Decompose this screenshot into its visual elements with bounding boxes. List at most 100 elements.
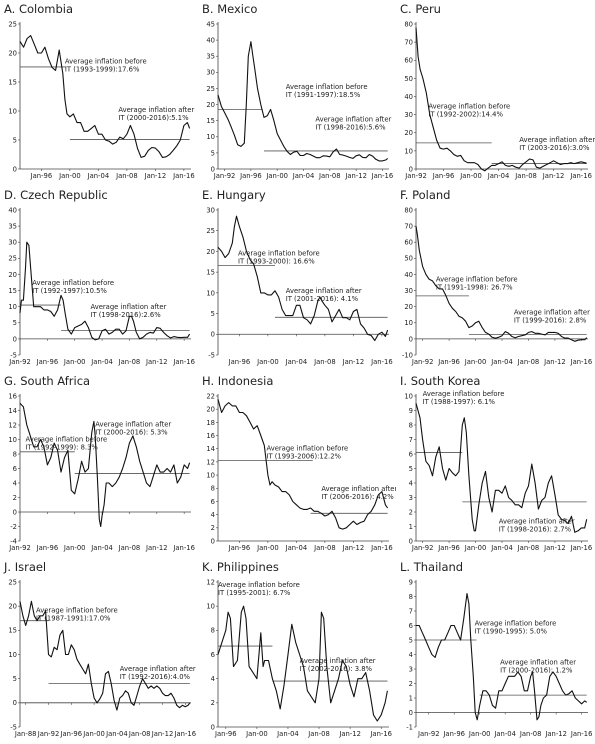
- y-tick-label: 7: [409, 607, 413, 615]
- chart-panel-mexico: B. Mexico 0 5 10 15 20 25 30 35 40 45 Jan-92 Jan-96 J…: [198, 0, 396, 186]
- y-tick-label: 25: [8, 20, 17, 28]
- y-tick-label: 20: [404, 303, 413, 311]
- x-tick-label: Jan-04: [285, 544, 308, 552]
- annotation-after: Average inflation after IT (2001-2016): 4…: [286, 287, 362, 303]
- y-tick-label: 10: [8, 303, 17, 311]
- y-tick-label: 70: [404, 39, 413, 47]
- annotation-line: Average inflation before: [65, 57, 147, 65]
- y-tick-label: 20: [8, 49, 17, 57]
- x-tick-label: Jan-04: [490, 544, 513, 552]
- x-tick-label: Jan-88: [14, 730, 37, 738]
- x-tick-label: Jan-12: [543, 358, 566, 366]
- x-tick-label: Jan-92: [8, 358, 31, 366]
- x-tick-label: Jan-92: [411, 358, 434, 366]
- x-tick-label: Jan-12: [342, 544, 365, 552]
- y-tick-label: 0: [409, 335, 413, 343]
- x-tick-label: Jan-12: [542, 172, 565, 180]
- y-tick-label: -5: [208, 351, 215, 359]
- y-tick-label: 2: [211, 524, 215, 532]
- x-tick-label: Jan-08: [128, 730, 151, 738]
- y-tick-label: 35: [206, 53, 215, 61]
- y-tick-label: 50: [404, 255, 413, 263]
- chart-panel-philippines: K. Philippines 0 2 4 6 8 10 12 Jan-96 Jan-00 Jan-0…: [198, 558, 396, 744]
- y-tick-label: -4: [10, 537, 17, 545]
- x-tick-label: Jan-00: [468, 730, 491, 738]
- x-tick-label: Jan-16: [174, 730, 197, 738]
- y-tick-label: 0: [211, 331, 215, 339]
- x-tick-label: Jan-16: [570, 730, 593, 738]
- y-tick-label: -5: [10, 351, 17, 359]
- inflation-series-line: [19, 241, 191, 341]
- y-tick-label: -10: [402, 351, 413, 359]
- x-tick-label: Jan-92: [404, 172, 427, 180]
- annotation-line: Average inflation after: [519, 136, 595, 144]
- x-tick-label: Jan-04: [105, 730, 128, 738]
- annotation-before: Average inflation before IT (1991-1998): …: [436, 276, 518, 292]
- y-tick-label: 35: [8, 223, 17, 231]
- chart-panel-peru: C. Peru 0 10 20 30 40 50 60 70 80 Jan-92 Jan-96 Jan-…: [396, 0, 595, 186]
- y-tick-label: 5: [409, 465, 413, 473]
- y-tick-label: 1: [409, 523, 413, 531]
- y-tick-label: 4: [13, 479, 17, 487]
- chart-svg: C. Peru 0 10 20 30 40 50 60 70 80 Jan-92 Jan-96 Jan-…: [400, 2, 595, 180]
- y-tick-label: 22: [206, 392, 215, 400]
- chart-title: J. Israel: [3, 560, 46, 574]
- y-tick-label: 0: [13, 335, 17, 343]
- chart-svg: E. Hungary -5 0 5 10 15 20 25 30 Jan-96 Jan-00 Jan-…: [202, 188, 393, 366]
- x-tick-label: Jan-96: [228, 544, 251, 552]
- y-tick-label: 3: [409, 494, 413, 502]
- annotation-line: IT (1992-1999): 8.3%: [25, 444, 98, 452]
- inflation-series-line: [19, 35, 191, 158]
- inflation-series-line: [415, 27, 587, 172]
- x-tick-label: Jan-00: [256, 544, 279, 552]
- y-tick-label: 1: [409, 694, 413, 702]
- y-tick-label: -5: [10, 723, 17, 731]
- y-tick-label: 10: [404, 319, 413, 327]
- y-tick-label: 6: [211, 498, 215, 506]
- y-tick-label: 2: [409, 508, 413, 516]
- y-tick-label: 6: [211, 651, 215, 659]
- annotation-line: Average inflation before: [266, 445, 348, 453]
- chart-title: G. South Africa: [4, 374, 90, 388]
- annotation-line: IT (1998-2016): 2.7%: [499, 526, 572, 534]
- x-tick-label: Jan-16: [172, 172, 195, 180]
- x-tick-label: Jan-04: [285, 358, 308, 366]
- annotation-line: IT (1990-1995): 5.0%: [475, 628, 548, 636]
- x-tick-label: Jan-96: [437, 358, 460, 366]
- chart-svg: I. South Korea 0 1 2 3 4 5 6 7 8 9 10 Jan-92 Jan-96 Ja…: [400, 374, 592, 552]
- y-tick-label: 30: [206, 69, 215, 77]
- y-tick-label: 20: [8, 271, 17, 279]
- annotation-before: Average inflation before IT (1991-1997):1…: [286, 83, 368, 99]
- annotation-line: Average inflation before: [36, 606, 118, 614]
- annotation-after: Average inflation after IT (2002-2016): 3…: [300, 657, 376, 673]
- annotation-line: Average inflation before: [475, 620, 557, 628]
- chart-svg: D. Czech Republic -5 0 5 10 15 20 25 30 35 40 Jan-9…: [4, 188, 195, 366]
- annotation-line: IT (1995-2001): 6.7%: [218, 589, 291, 597]
- y-tick-label: 4: [409, 651, 413, 659]
- x-tick-label: Jan-08: [517, 544, 540, 552]
- y-tick-label: 20: [206, 101, 215, 109]
- y-tick-label: 8: [13, 450, 17, 458]
- x-tick-label: Jan-96: [228, 358, 251, 366]
- x-tick-label: Jan-12: [144, 172, 167, 180]
- annotation-before: Average inflation before IT (1992-1997):1…: [32, 279, 114, 295]
- y-tick-label: 12: [206, 578, 215, 586]
- y-tick-label: 0: [211, 723, 215, 731]
- y-tick-label: 7: [409, 436, 413, 444]
- chart-panel-czech-republic: D. Czech Republic -5 0 5 10 15 20 25 30 35 40 Jan-9…: [0, 186, 198, 372]
- chart-panel-thailand: L. Thailand -1 0 1 2 3 4 5 6 7 8 9 Jan-92 Jan-96 Jan-0…: [396, 558, 595, 744]
- x-tick-label: Jan-00: [63, 358, 86, 366]
- y-tick-label: 10: [8, 107, 17, 115]
- x-tick-label: Jan-08: [519, 730, 542, 738]
- x-tick-label: Jan-12: [145, 358, 168, 366]
- inflation-series-line: [217, 41, 389, 162]
- annotation-after: Average inflation after IT (1998-2016):2.…: [90, 303, 166, 319]
- annotation-line: Average inflation after: [118, 106, 194, 114]
- x-tick-label: Jan-12: [544, 730, 567, 738]
- x-tick-label: Jan-00: [82, 730, 105, 738]
- annotation-after: Average inflation after IT (1992-2016):4.…: [120, 665, 196, 681]
- annotation-line: Average inflation before: [423, 390, 505, 398]
- x-tick-label: Jan-96: [36, 358, 59, 366]
- y-tick-label: 20: [404, 129, 413, 137]
